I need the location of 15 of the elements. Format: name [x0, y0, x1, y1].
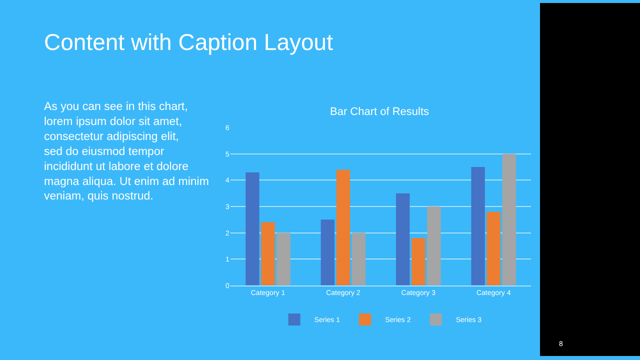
- bar: [396, 193, 410, 286]
- chart-title: Bar Chart of Results: [330, 106, 430, 118]
- text: As you can see in this chart, lorem ipsum dolor sit amet, consectetur adipiscing elit, sed do eiusmod tempor incididunt ut labore et dolore magna aliqua. Ut enim ad minim veniam, quis nostrud.: [44, 101, 209, 203]
- bar: [352, 232, 366, 286]
- bar: [502, 154, 516, 286]
- bar: [276, 232, 290, 286]
- bar: [246, 172, 260, 286]
- bar: [486, 212, 500, 286]
- bar: [320, 220, 334, 286]
- bar: [336, 170, 350, 286]
- bar: [427, 206, 441, 286]
- bar: [261, 222, 275, 286]
- bar: [471, 167, 485, 286]
- bar: [412, 238, 426, 286]
- text: Content with Caption Layout: [44, 29, 334, 55]
